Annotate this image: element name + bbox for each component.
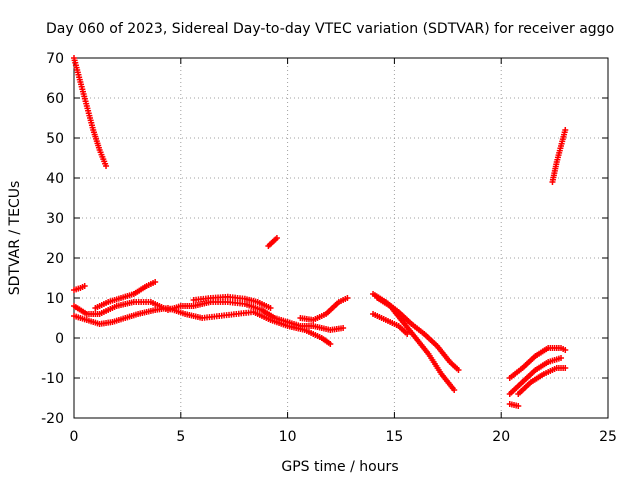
data-point <box>404 331 411 337</box>
data-point <box>451 387 458 393</box>
data-point <box>103 163 110 169</box>
series-arc-mid-b <box>71 305 334 347</box>
data-point <box>562 347 569 353</box>
x-tick-label: 5 <box>176 429 185 445</box>
data-point <box>340 325 347 331</box>
x-tick-label: 0 <box>70 429 79 445</box>
x-tick-label: 20 <box>492 429 510 445</box>
series-arc-mid-c <box>92 279 159 311</box>
series-arc-22h-rise <box>549 127 569 185</box>
grid-lines <box>74 58 608 418</box>
series-arc-early-top <box>71 283 88 293</box>
y-tick-label: 70 <box>46 51 64 67</box>
y-tick-label: 20 <box>46 251 64 267</box>
y-tick-label: 10 <box>46 291 64 307</box>
x-tick-label: 10 <box>279 429 297 445</box>
x-tick-label: 15 <box>385 429 403 445</box>
y-tick-label: 30 <box>46 211 64 227</box>
data-point <box>327 341 334 347</box>
series-arc-mid-e <box>297 295 351 323</box>
data-point <box>267 305 274 311</box>
series-arc-descending-high <box>71 55 110 169</box>
y-axis-label: SDTVAR / TECUs <box>7 181 23 296</box>
x-axis-label: GPS time / hours <box>281 459 398 475</box>
chart-title: Day 060 of 2023, Sidereal Day-to-day VTE… <box>46 21 614 37</box>
x-tick-label: 25 <box>599 429 617 445</box>
y-tick-label: 40 <box>46 171 64 187</box>
series-arc-20h-d <box>506 401 522 409</box>
series-arc-9h <box>265 235 280 249</box>
axis-ticks: 0 5 10 15 20 25 -20 -10 0 10 20 30 40 50 60 70 <box>41 51 617 445</box>
series-arc-20h-b <box>506 355 565 397</box>
series-arc-14h-c <box>370 311 411 337</box>
data-point <box>515 403 522 409</box>
data-point <box>558 355 565 361</box>
data-point <box>455 367 462 373</box>
y-tick-label: -10 <box>41 371 64 387</box>
data-point <box>152 279 159 285</box>
series-arc-20h-a <box>506 345 569 381</box>
plot-frame <box>73 57 609 419</box>
series-arc-mid-d <box>190 293 274 311</box>
y-tick-label: -20 <box>41 411 64 427</box>
data-point <box>273 235 280 241</box>
y-tick-label: 60 <box>46 91 64 107</box>
data-series <box>71 55 569 409</box>
data-point <box>81 283 88 289</box>
series-arc-14h-b <box>374 295 458 393</box>
y-tick-label: 0 <box>55 331 64 347</box>
data-point <box>562 365 569 371</box>
y-tick-label: 50 <box>46 131 64 147</box>
series-arc-20h-c <box>515 365 569 397</box>
data-point <box>562 127 569 133</box>
data-point <box>344 295 351 301</box>
